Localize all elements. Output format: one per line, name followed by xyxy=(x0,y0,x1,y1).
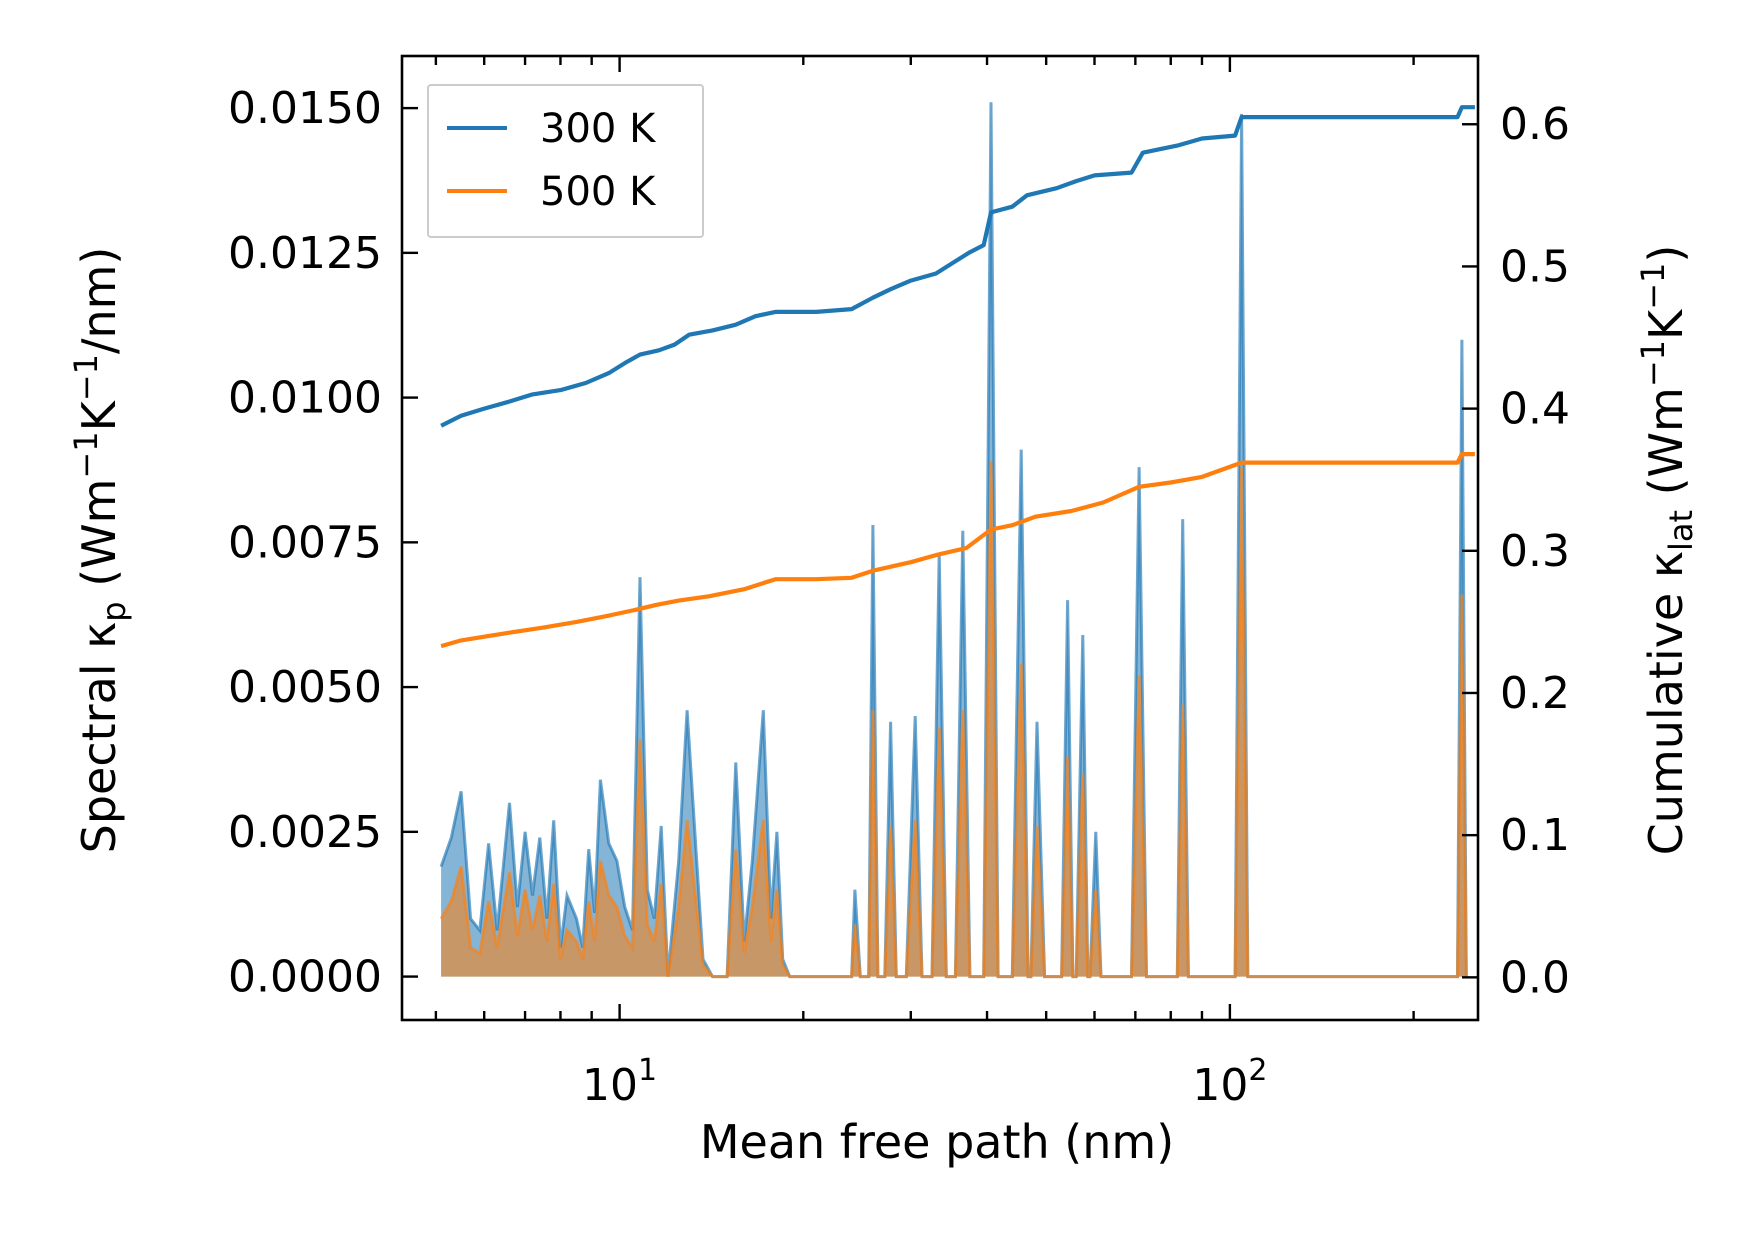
y-right-tick-label: 0.2 xyxy=(1500,668,1570,719)
spectral-series-group xyxy=(439,102,1468,979)
tick-marks xyxy=(402,56,1478,1020)
y-right-tick-label: 0.1 xyxy=(1500,810,1570,861)
y-left-tick-label: 0.0150 xyxy=(228,83,382,134)
x-tick-label: 102 xyxy=(1192,1053,1267,1111)
legend-label-300K: 300 K xyxy=(540,106,657,152)
y-right-tick-label: 0.3 xyxy=(1500,526,1570,577)
y-axis-left-label: Spectral κp (Wm−1K−1/nm) xyxy=(67,247,133,854)
y-right-tick-label: 0.5 xyxy=(1500,241,1570,292)
cumulative-series-group xyxy=(440,105,1475,649)
y-left-tick-label: 0.0025 xyxy=(228,807,382,858)
y-left-tick-label: 0.0050 xyxy=(228,662,382,713)
x-tick-exponent: 1 xyxy=(638,1053,657,1088)
y-axis-right-label: Cumulative κlat (Wm−1K−1) xyxy=(1634,245,1700,856)
y-left-tick-label: 0.0000 xyxy=(228,952,382,1003)
y-left-tick-label: 0.0125 xyxy=(228,228,382,279)
legend-label-500K: 500 K xyxy=(540,169,657,215)
x-tick-base: 10 xyxy=(582,1060,638,1111)
legend-frame xyxy=(427,84,704,238)
x-tick-label: 101 xyxy=(582,1053,657,1111)
y-left-tick-label: 0.0075 xyxy=(228,517,382,568)
x-tick-labels: 101 102 xyxy=(582,1053,1267,1111)
x-tick-exponent: 2 xyxy=(1248,1053,1267,1088)
right-tick-labels: 0.0 0.1 0.2 0.3 0.4 0.5 0.6 xyxy=(1500,99,1570,1003)
y-right-tick-label: 0.0 xyxy=(1500,952,1570,1003)
cumulative-line-500K xyxy=(440,452,1475,649)
x-tick-base: 10 xyxy=(1192,1060,1248,1111)
legend: 300 K 500 K xyxy=(427,84,704,238)
left-tick-labels: 0.0000 0.0025 0.0050 0.0075 0.0100 0.012… xyxy=(228,83,382,1002)
y-left-tick-label: 0.0100 xyxy=(228,373,382,424)
plot-frame xyxy=(400,54,1480,1022)
cumulative-line-300K xyxy=(440,105,1475,428)
spectral-line-500K xyxy=(439,461,1468,979)
y-right-tick-label: 0.6 xyxy=(1500,99,1570,150)
x-axis-label: Mean free path (nm) xyxy=(700,1115,1174,1169)
y-right-tick-label: 0.4 xyxy=(1500,384,1570,435)
